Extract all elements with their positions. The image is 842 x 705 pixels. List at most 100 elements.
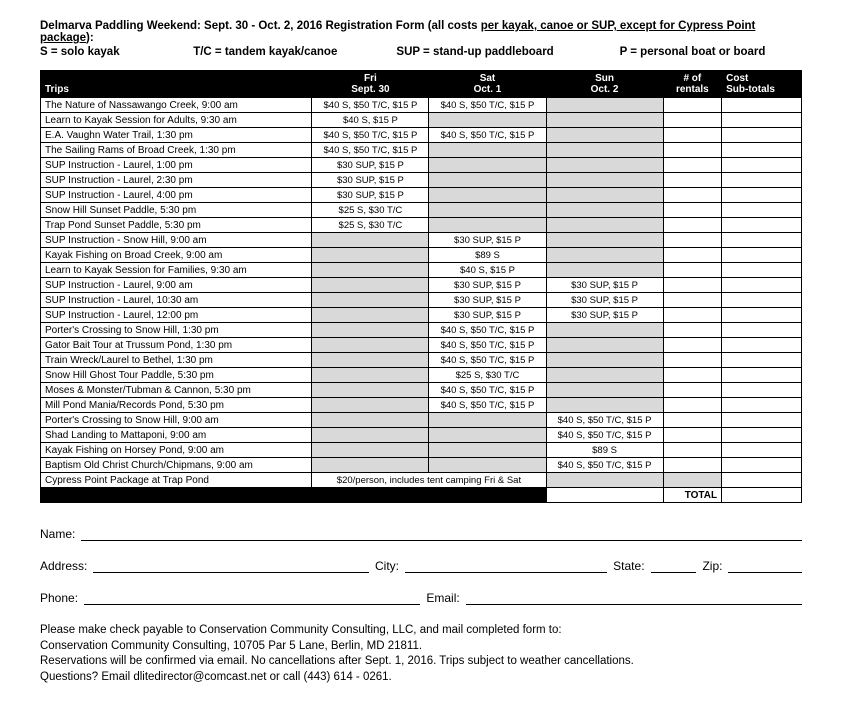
cell-rentals[interactable] xyxy=(663,368,722,383)
field-state[interactable] xyxy=(651,559,697,573)
cell-sat: $30 SUP, $15 P xyxy=(429,308,546,323)
instr-1: Please make check payable to Conservatio… xyxy=(40,623,802,639)
field-email[interactable] xyxy=(466,591,802,605)
cell-sun xyxy=(546,143,663,158)
cell-subtotal[interactable] xyxy=(722,458,802,473)
cell-rentals[interactable] xyxy=(663,458,722,473)
cell-sun xyxy=(546,188,663,203)
cell-fri xyxy=(312,338,429,353)
cell-subtotal[interactable] xyxy=(722,323,802,338)
field-address[interactable] xyxy=(93,559,369,573)
row-name: Name: xyxy=(40,527,802,541)
cell-subtotal[interactable] xyxy=(722,263,802,278)
trip-name: Kayak Fishing on Horsey Pond, 9:00 am xyxy=(41,443,312,458)
cell-rentals[interactable] xyxy=(663,218,722,233)
cell-sun xyxy=(546,218,663,233)
cell-rentals[interactable] xyxy=(663,248,722,263)
table-row: Snow Hill Ghost Tour Paddle, 5:30 pm$25 … xyxy=(41,368,802,383)
label-address: Address: xyxy=(40,559,87,573)
legend-line: S = solo kayak T/C = tandem kayak/canoe … xyxy=(40,46,802,58)
cell-rentals[interactable] xyxy=(663,353,722,368)
cell-subtotal[interactable] xyxy=(722,218,802,233)
cell-rentals[interactable] xyxy=(663,428,722,443)
cell-rentals[interactable] xyxy=(663,143,722,158)
cell-rentals[interactable] xyxy=(663,173,722,188)
cell-rentals[interactable] xyxy=(663,323,722,338)
table-row: Learn to Kayak Session for Adults, 9:30 … xyxy=(41,113,802,128)
cell-subtotal[interactable] xyxy=(722,188,802,203)
field-phone[interactable] xyxy=(84,591,420,605)
cell-subtotal[interactable] xyxy=(722,113,802,128)
cell-rentals[interactable] xyxy=(663,278,722,293)
cell-subtotal[interactable] xyxy=(722,158,802,173)
cell-rentals[interactable] xyxy=(663,443,722,458)
cell-fri xyxy=(312,428,429,443)
cell-sun xyxy=(546,98,663,113)
cell-rentals[interactable] xyxy=(663,233,722,248)
table-row: Porter's Crossing to Snow Hill, 1:30 pm$… xyxy=(41,323,802,338)
cell-subtotal[interactable] xyxy=(722,353,802,368)
cell-subtotal[interactable] xyxy=(722,278,802,293)
cell-subtotal[interactable] xyxy=(722,98,802,113)
cell-rentals[interactable] xyxy=(663,98,722,113)
cell-fri xyxy=(312,233,429,248)
cell-sun xyxy=(546,173,663,188)
cell-subtotal[interactable] xyxy=(722,383,802,398)
table-row: Trap Pond Sunset Paddle, 5:30 pm$25 S, $… xyxy=(41,218,802,233)
cell-sun: $89 S xyxy=(546,443,663,458)
cell-rentals[interactable] xyxy=(663,383,722,398)
field-name[interactable] xyxy=(81,527,802,541)
cell-sat xyxy=(429,218,546,233)
cell-sun xyxy=(546,263,663,278)
cell-rentals[interactable] xyxy=(663,113,722,128)
trip-name: SUP Instruction - Laurel, 1:00 pm xyxy=(41,158,312,173)
row-phone: Phone: Email: xyxy=(40,591,802,605)
cell-rentals[interactable] xyxy=(663,263,722,278)
cell-rentals[interactable] xyxy=(663,128,722,143)
cell-rentals[interactable] xyxy=(663,158,722,173)
cell-rentals[interactable] xyxy=(663,293,722,308)
table-row: Gator Bait Tour at Trussum Pond, 1:30 pm… xyxy=(41,338,802,353)
cell-subtotal[interactable] xyxy=(722,413,802,428)
cell-subtotal[interactable] xyxy=(722,308,802,323)
cell-subtotal[interactable] xyxy=(722,128,802,143)
cell-rentals[interactable] xyxy=(663,398,722,413)
cell-subtotal[interactable] xyxy=(722,233,802,248)
cell-fri: $25 S, $30 T/C xyxy=(312,218,429,233)
cell-rentals[interactable] xyxy=(663,308,722,323)
cell-subtotal[interactable] xyxy=(722,248,802,263)
cell-sun xyxy=(546,398,663,413)
trip-name: Shad Landing to Mattaponi, 9:00 am xyxy=(41,428,312,443)
cell-subtotal[interactable] xyxy=(722,443,802,458)
cell-sat: $40 S, $50 T/C, $15 P xyxy=(429,353,546,368)
trip-name: Snow Hill Sunset Paddle, 5:30 pm xyxy=(41,203,312,218)
cell-subtotal[interactable] xyxy=(722,203,802,218)
cell-rentals[interactable] xyxy=(663,413,722,428)
cell-subtotal[interactable] xyxy=(722,338,802,353)
cell-sat: $40 S, $50 T/C, $15 P xyxy=(429,98,546,113)
cell-subtotal[interactable] xyxy=(722,368,802,383)
cell-subtotal[interactable] xyxy=(722,293,802,308)
field-zip[interactable] xyxy=(728,559,802,573)
cell-sun xyxy=(546,383,663,398)
field-city[interactable] xyxy=(405,559,607,573)
cell-subtotal[interactable] xyxy=(722,173,802,188)
trip-name: Trap Pond Sunset Paddle, 5:30 pm xyxy=(41,218,312,233)
label-zip: Zip: xyxy=(702,559,722,573)
cell-sun xyxy=(546,323,663,338)
cell-sun xyxy=(546,353,663,368)
cell-subtotal[interactable] xyxy=(722,143,802,158)
cell-subtotal[interactable] xyxy=(722,428,802,443)
trip-name: SUP Instruction - Laurel, 4:00 pm xyxy=(41,188,312,203)
cell-fri xyxy=(312,308,429,323)
cell-subtotal[interactable] xyxy=(722,398,802,413)
table-row: SUP Instruction - Laurel, 1:00 pm$30 SUP… xyxy=(41,158,802,173)
table-row: The Nature of Nassawango Creek, 9:00 am$… xyxy=(41,98,802,113)
cell-rentals[interactable] xyxy=(663,338,722,353)
label-name: Name: xyxy=(40,527,75,541)
cell-rentals[interactable] xyxy=(663,188,722,203)
cell-sun: $40 S, $50 T/C, $15 P xyxy=(546,413,663,428)
cell-rentals[interactable] xyxy=(663,203,722,218)
cypress-subtotal[interactable] xyxy=(722,473,802,488)
total-value[interactable] xyxy=(722,488,802,503)
